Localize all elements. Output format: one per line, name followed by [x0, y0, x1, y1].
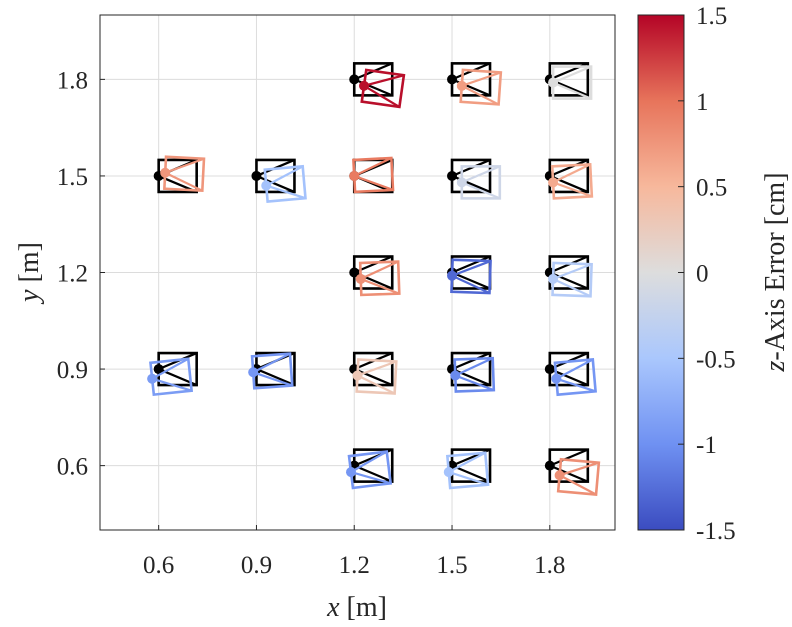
ground-truth-pose-origin-dot [544, 364, 555, 375]
estimated-pose-origin-dot [447, 270, 458, 281]
estimated-pose-origin-dot [443, 467, 454, 478]
estimated-pose [554, 457, 601, 496]
estimated-pose-origin-dot [349, 170, 360, 181]
estimated-pose [443, 451, 490, 490]
estimated-pose-origin-dot [548, 177, 559, 188]
x-axis-label: x [m] [326, 592, 387, 623]
estimated-pose-origin-dot [261, 180, 272, 191]
ground-truth-pose-origin-dot [447, 170, 458, 181]
ground-truth-pose [251, 158, 296, 194]
estimated-pose-origin-dot [456, 80, 467, 91]
colorbar-tick-label: -1.5 [696, 518, 736, 545]
ground-truth-pose [544, 448, 590, 483]
y-tick-label: 0.6 [57, 454, 88, 481]
estimated-pose-origin-dot [345, 467, 356, 478]
ground-truth-pose-origin-dot [544, 460, 555, 471]
colorbar-tick-label: -1 [696, 432, 717, 459]
estimated-pose-origin-dot [352, 370, 363, 381]
estimated-pose [248, 352, 294, 390]
estimated-pose [548, 163, 594, 200]
ground-truth-pose-origin-dot [251, 170, 262, 181]
y-tick-label: 1.2 [57, 261, 88, 288]
y-axis-label: y [m] [14, 242, 45, 305]
x-tick-label: 1.5 [436, 552, 467, 579]
y-tick-label: 1.8 [57, 67, 88, 94]
estimated-pose [349, 156, 395, 194]
colorbar-gradient [637, 14, 685, 531]
estimated-pose-origin-dot [450, 370, 461, 381]
estimated-pose [548, 261, 593, 298]
x-tick-label: 1.8 [534, 552, 565, 579]
estimated-pose [355, 260, 401, 297]
colorbar-tick-label: 1 [696, 89, 709, 116]
estimated-pose [147, 357, 194, 397]
estimated-pose [548, 65, 593, 100]
estimated-pose [447, 258, 492, 295]
colorbar-tick-label: -0.5 [696, 346, 736, 373]
pose-markers [147, 62, 601, 496]
colorbar-ticks: 1.5 1 0.5 0 -0.5 -1 -1.5 [678, 3, 736, 545]
ground-truth-pose-origin-dot [153, 364, 164, 375]
estimated-pose-origin-dot [160, 167, 171, 178]
colorbar-tick-label: 1.5 [696, 3, 727, 30]
y-tick-label: 0.9 [57, 357, 88, 384]
estimated-pose [345, 450, 393, 490]
estimated-pose-origin-dot [248, 367, 259, 378]
estimated-pose-origin-dot [548, 77, 559, 88]
estimated-pose-origin-dot [359, 80, 370, 91]
estimated-pose-origin-dot [548, 273, 559, 284]
estimated-pose [551, 358, 597, 397]
colorbar-tick-label: 0 [696, 261, 709, 288]
estimated-pose [456, 165, 502, 200]
x-tick-label: 1.2 [339, 552, 370, 579]
y-tick-label: 1.5 [57, 164, 88, 191]
estimated-pose-origin-dot [147, 373, 158, 384]
x-tick-labels: 0.6 0.9 1.2 1.5 1.8 [143, 525, 565, 579]
estimated-pose [456, 68, 503, 106]
ground-truth-pose-origin-dot [447, 74, 458, 85]
estimated-pose-origin-dot [554, 470, 565, 481]
estimated-pose [352, 358, 398, 395]
estimated-pose-origin-dot [456, 177, 467, 188]
x-tick-label: 0.9 [241, 552, 272, 579]
estimated-pose [359, 68, 406, 109]
ground-truth-pose [447, 62, 492, 97]
estimated-pose [261, 164, 307, 203]
estimated-pose-origin-dot [551, 373, 562, 384]
estimated-pose-origin-dot [355, 273, 366, 284]
y-tick-labels: 0.6 0.9 1.2 1.5 1.8 [57, 67, 105, 481]
x-tick-label: 0.6 [143, 552, 174, 579]
ground-truth-pose [544, 351, 590, 387]
colorbar-label: z-Axis Error [cm] [760, 172, 791, 372]
ground-truth-pose-origin-dot [349, 267, 360, 278]
colorbar-tick-label: 0.5 [696, 175, 727, 202]
ground-truth-pose-origin-dot [349, 74, 360, 85]
estimated-pose [160, 155, 206, 193]
estimated-pose [450, 356, 496, 393]
